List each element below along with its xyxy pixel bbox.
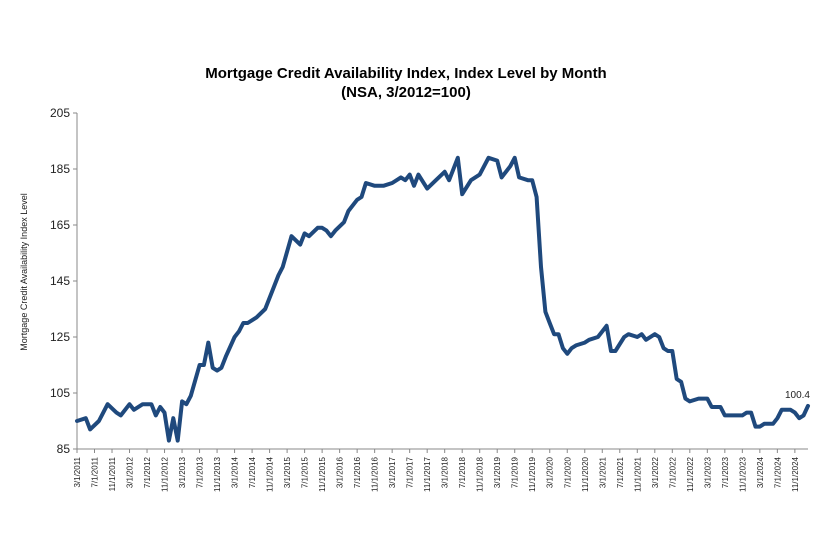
- y-tick-label: 125: [50, 330, 70, 344]
- x-tick-label: 11/1/2014: [266, 456, 275, 492]
- x-tick-label: 11/1/2015: [318, 456, 327, 492]
- series-line: [75, 155, 810, 443]
- x-tick-label: 3/1/2021: [598, 456, 607, 488]
- x-tick-label: 3/1/2018: [441, 456, 450, 488]
- x-tick-label: 11/1/2013: [213, 456, 222, 492]
- y-tick-label: 185: [50, 162, 70, 176]
- x-tick-label: 11/1/2011: [108, 456, 117, 491]
- x-tick-label: 11/1/2020: [581, 456, 590, 492]
- x-tick-label: 7/1/2024: [773, 456, 782, 488]
- x-tick-label: 7/1/2023: [721, 456, 730, 488]
- chart-title: Mortgage Credit Availability Index, Inde…: [205, 65, 606, 82]
- y-tick-label: 205: [50, 106, 70, 120]
- x-tick-label: 7/1/2013: [196, 456, 205, 488]
- x-tick-label: 3/1/2013: [178, 456, 187, 488]
- y-tick-label: 145: [50, 274, 70, 288]
- x-tick-label: 3/1/2020: [546, 456, 555, 488]
- x-tick-label: 7/1/2019: [511, 456, 520, 488]
- x-tick-label: 3/1/2017: [388, 456, 397, 488]
- x-tick-label: 7/1/2014: [248, 456, 257, 488]
- x-tick-label: 7/1/2017: [406, 456, 415, 488]
- y-tick-label: 165: [50, 218, 70, 232]
- y-tick-label: 105: [50, 386, 70, 400]
- x-tick-label: 11/1/2017: [423, 456, 432, 492]
- data-label: 100.4: [785, 390, 810, 401]
- x-tick-label: 7/1/2015: [301, 456, 310, 488]
- chart-subtitle: (NSA, 3/2012=100): [341, 84, 471, 101]
- annotations: 100.4: [785, 390, 810, 401]
- x-tick-label: 3/1/2023: [703, 456, 712, 488]
- x-tick-label: 3/1/2016: [336, 456, 345, 488]
- x-tick-label: 11/1/2012: [161, 456, 170, 492]
- x-tick-label: 3/1/2015: [283, 456, 292, 488]
- x-tick-label: 11/1/2021: [633, 456, 642, 492]
- x-tick-label: 11/1/2023: [738, 456, 747, 492]
- series-group: [75, 155, 810, 443]
- x-axis: 3/1/2011 7/1/2011 11/1/2011 3/1/2012 7/1/201…: [73, 448, 808, 492]
- x-tick-label: 3/1/2011: [73, 456, 82, 487]
- x-tick-label: 11/1/2022: [686, 456, 695, 492]
- x-tick-label: 11/1/2024: [791, 456, 800, 492]
- x-tick-label: 11/1/2016: [371, 456, 380, 492]
- x-tick-label: 11/1/2018: [476, 456, 485, 492]
- y-axis-label: Mortgage Credit Availability Index Level: [19, 193, 29, 350]
- y-tick-label: 85: [57, 442, 71, 456]
- x-tick-label: 7/1/2021: [616, 456, 625, 488]
- x-tick-label: 3/1/2012: [126, 456, 135, 488]
- x-tick-label: 3/1/2014: [231, 456, 240, 488]
- y-axis: 85 105 125 145 165 185 205: [50, 106, 78, 456]
- x-tick-label: 7/1/2016: [353, 456, 362, 488]
- x-tick-label: 3/1/2024: [756, 456, 765, 488]
- x-tick-label: 3/1/2019: [493, 456, 502, 488]
- x-tick-label: 11/1/2019: [528, 456, 537, 492]
- x-tick-label: 7/1/2012: [143, 456, 152, 488]
- x-tick-label: 7/1/2011: [91, 456, 100, 487]
- x-tick-label: 7/1/2022: [668, 456, 677, 488]
- x-tick-label: 7/1/2020: [563, 456, 572, 488]
- x-tick-label: 7/1/2018: [458, 456, 467, 488]
- x-tick-label: 3/1/2022: [651, 456, 660, 488]
